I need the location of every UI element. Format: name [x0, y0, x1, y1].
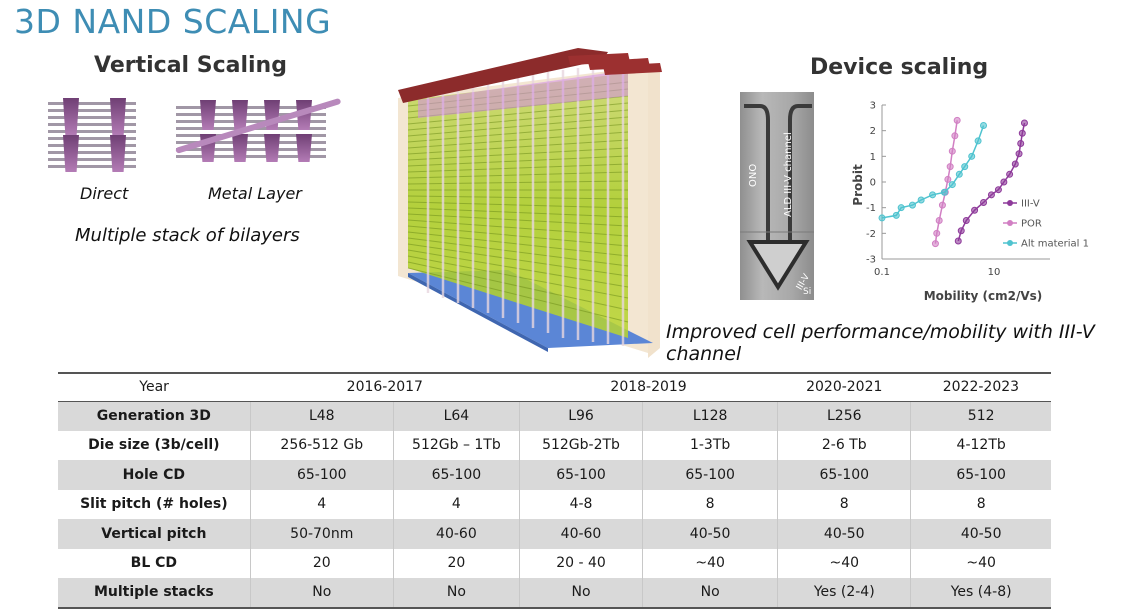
table-cell: 512Gb-2Tb: [518, 430, 643, 460]
svg-text:3: 3: [870, 101, 876, 112]
table-cell: 2-6 Tb: [777, 430, 911, 460]
metal-layer-stack-diagram: [175, 97, 342, 168]
table-row: Generation 3D L48 L64 L96 L128 L256 512: [58, 401, 1051, 431]
table-row-label: Slit pitch (# holes): [58, 489, 251, 519]
table-cell: Yes (2-4): [777, 578, 911, 608]
table-cell: L64: [392, 401, 520, 431]
table-cell: 65-100: [777, 460, 911, 490]
table-cell: No: [642, 578, 778, 608]
table-cell: 4-8: [518, 489, 643, 519]
direct-stack-diagram: [48, 98, 136, 172]
vertical-scaling-heading: Vertical Scaling: [94, 53, 287, 78]
page-title: 3D NAND SCALING: [14, 2, 332, 41]
table-cell: 4: [249, 489, 394, 519]
table-row-label: Generation 3D: [58, 401, 251, 431]
chart-y-axis-label: Probit: [851, 164, 865, 206]
svg-text:POR: POR: [1021, 219, 1042, 230]
table-year-group: 2016-2017: [250, 373, 520, 402]
svg-text:-3: -3: [866, 255, 876, 266]
table-cell: 20 - 40: [518, 548, 643, 578]
table-cell: No: [392, 578, 520, 608]
table-cell: 4-12Tb: [910, 430, 1051, 460]
table-cell: 512Gb – 1Tb: [392, 430, 520, 460]
table-row-label: Hole CD: [58, 460, 251, 490]
table-cell: L256: [777, 401, 911, 431]
table-cell: 50-70nm: [249, 519, 394, 549]
table-cell: L96: [518, 401, 643, 431]
table-cell: 65-100: [392, 460, 520, 490]
svg-text:-2: -2: [866, 229, 876, 240]
device-scaling-heading: Device scaling: [810, 55, 989, 80]
table-cell: 256-512 Gb: [249, 430, 394, 460]
tem-label-ono: ONO: [748, 163, 759, 187]
table-row-label: Die size (3b/cell): [58, 430, 251, 460]
svg-text:1: 1: [870, 152, 876, 163]
device-scaling-caption: Improved cell performance/mobility with …: [666, 321, 1095, 365]
table-row-label: Vertical pitch: [58, 519, 251, 549]
table-cell: 65-100: [249, 460, 394, 490]
table-year-label: Year: [58, 373, 251, 402]
table-cell: L48: [249, 401, 394, 431]
table-cell: No: [518, 578, 643, 608]
table-cell: ~40: [777, 548, 911, 578]
3d-nand-array-illustration: [398, 48, 668, 370]
svg-text:-1: -1: [866, 203, 876, 214]
table-cell: 20: [392, 548, 520, 578]
table-row: Vertical pitch 50-70nm 40-60 40-60 40-50 40-5…: [58, 519, 1051, 549]
table-cell: 512: [910, 401, 1051, 431]
table-cell: 40-60: [518, 519, 643, 549]
table-cell: ~40: [910, 548, 1051, 578]
table-year-row: Year 2016-2017 2018-2019 2020-2021 2022-2023: [58, 373, 1051, 402]
table-row-label: BL CD: [58, 548, 251, 578]
table-year-group: 2020-2021: [777, 373, 911, 402]
svg-text:0.1: 0.1: [874, 267, 890, 278]
nand-roadmap-table: Year 2016-2017 2018-2019 2020-2021 2022-2023…: [58, 372, 1051, 609]
table-row: Multiple stacks No No No No Yes (2-4) Yes (4-8…: [58, 578, 1051, 608]
table-cell: Yes (4-8): [910, 578, 1051, 608]
table-cell: 8: [777, 489, 911, 519]
table-cell: 40-50: [910, 519, 1051, 549]
vertical-scaling-caption: Multiple stack of bilayers: [75, 225, 300, 246]
table-year-group: 2018-2019: [519, 373, 778, 402]
table-cell: ~40: [642, 548, 778, 578]
metal-layer-label: Metal Layer: [208, 184, 302, 203]
svg-text:0: 0: [870, 178, 876, 189]
table-cell: 20: [249, 548, 394, 578]
tem-cross-section-image: ONO ALD III-V channel III-V Si: [740, 92, 814, 300]
svg-text:Alt material 1: Alt material 1: [1021, 239, 1089, 250]
table-row: BL CD 20 20 20 - 40 ~40 ~40 ~40: [58, 548, 1051, 578]
table-cell: 65-100: [910, 460, 1051, 490]
svg-text:III-V: III-V: [1021, 199, 1040, 210]
table-cell: 8: [910, 489, 1051, 519]
table-cell: 1-3Tb: [642, 430, 778, 460]
tem-label-si: Si: [803, 287, 812, 297]
table-cell: 65-100: [642, 460, 778, 490]
table-year-group: 2022-2023: [910, 373, 1051, 402]
table-row-label: Multiple stacks: [58, 578, 251, 608]
mobility-probit-chart: 3 2 1 0 -1 -2 -3 0.1 10 Probit Mobility (cm2/Vs…: [840, 95, 1110, 310]
chart-x-axis-label: Mobility (cm2/Vs): [924, 289, 1043, 303]
table-cell: 65-100: [518, 460, 643, 490]
direct-label: Direct: [80, 184, 129, 203]
svg-text:10: 10: [988, 267, 1001, 278]
table-cell: L128: [642, 401, 778, 431]
tem-label-ald-channel: ALD III-V channel: [783, 132, 794, 217]
table-cell: No: [249, 578, 394, 608]
table-cell: 40-50: [642, 519, 778, 549]
table-row: Hole CD 65-100 65-100 65-100 65-100 65-100 65-…: [58, 460, 1051, 490]
table-cell: 4: [392, 489, 520, 519]
table-cell: 40-60: [392, 519, 520, 549]
svg-text:2: 2: [870, 126, 876, 137]
table-cell: 40-50: [777, 519, 911, 549]
table-row: Die size (3b/cell) 256-512 Gb 512Gb – 1Tb 5…: [58, 430, 1051, 460]
table-cell: 8: [642, 489, 778, 519]
table-row: Slit pitch (# holes) 4 4 4-8 8 8 8: [58, 489, 1051, 519]
